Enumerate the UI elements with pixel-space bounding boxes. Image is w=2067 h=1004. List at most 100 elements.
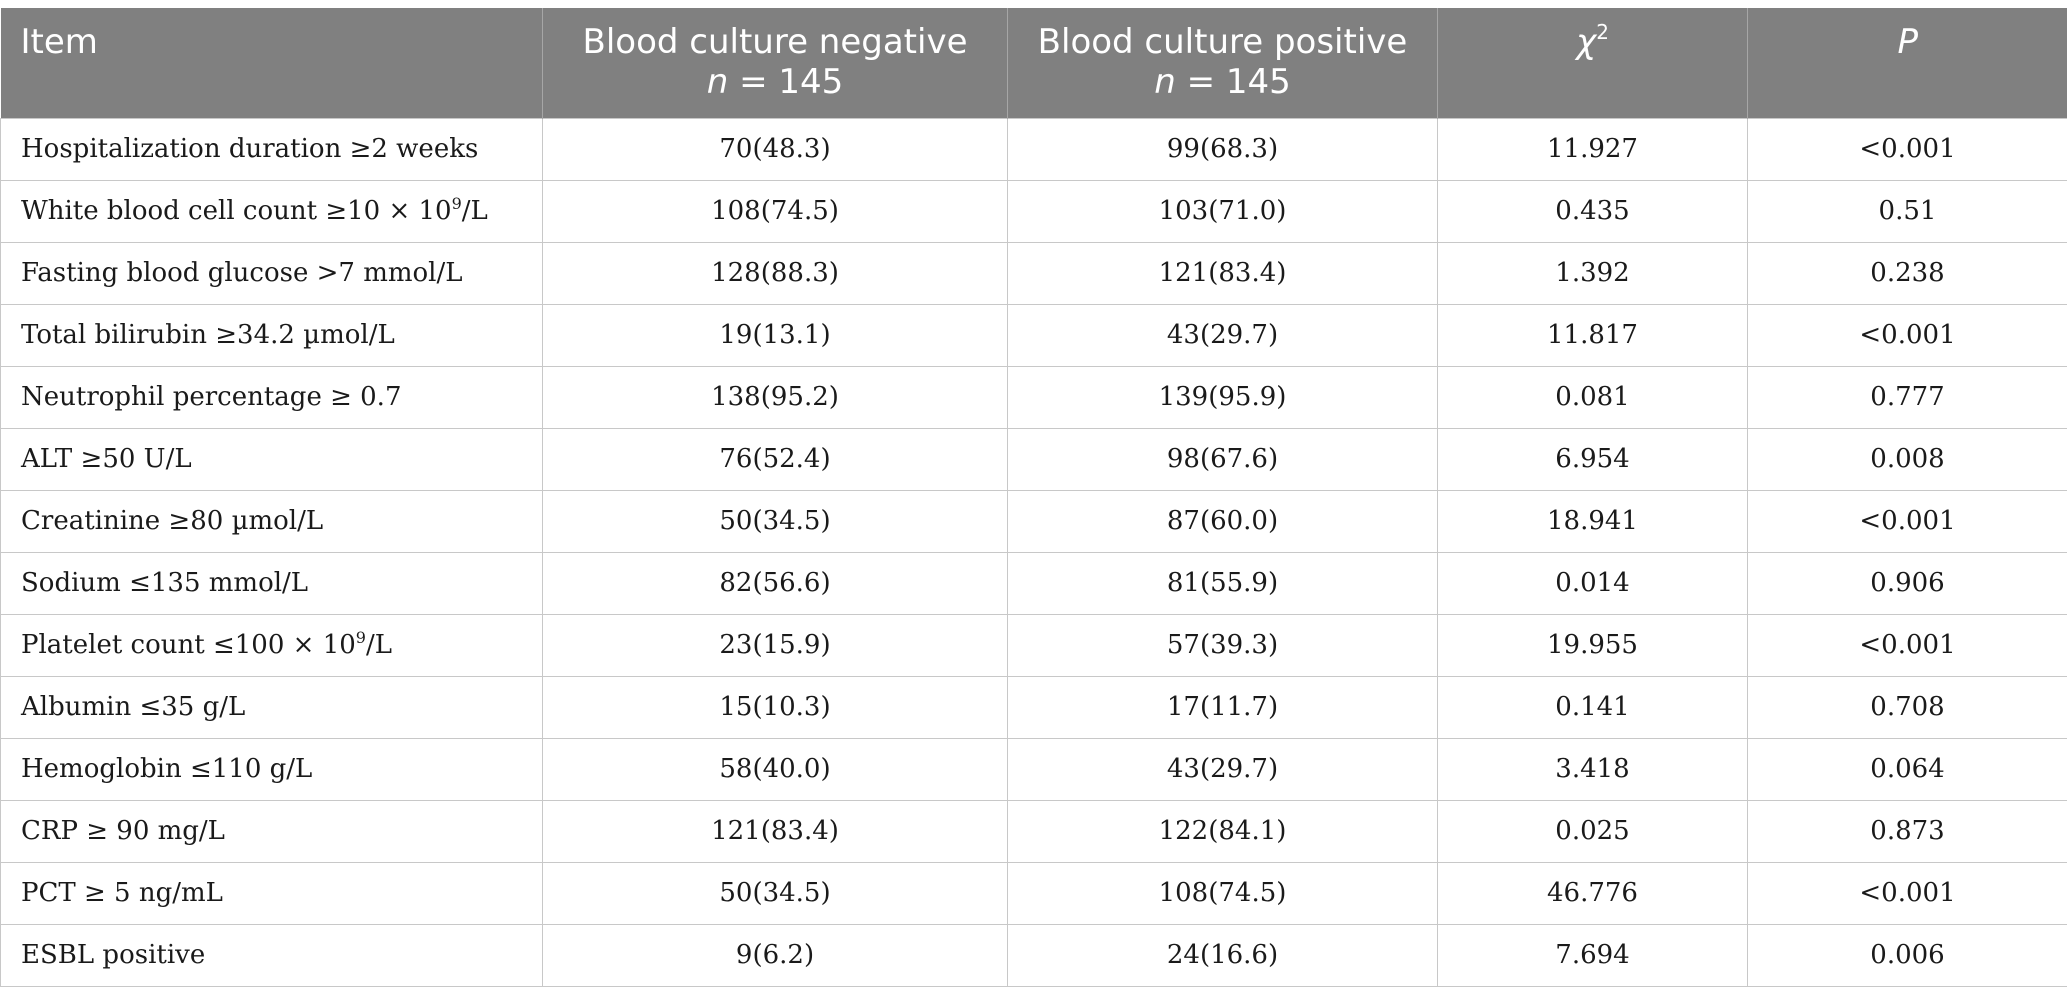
cell-item: Albumin ≤35 g/L: [0, 675, 543, 739]
cell-positive: 99(68.3): [1007, 117, 1438, 181]
cell-negative: 50(34.5): [542, 861, 1008, 925]
cell-negative: 58(40.0): [542, 737, 1008, 801]
cell-positive: 17(11.7): [1007, 675, 1438, 739]
header-chi-square: χ2: [1437, 8, 1748, 118]
table-row: CRP ≥ 90 mg/L 121(83.4) 122(84.1) 0.025 0.87…: [0, 799, 2067, 863]
cell-positive: 103(71.0): [1007, 179, 1438, 243]
header-item-label: Item: [20, 22, 98, 62]
cell-chi-square: 6.954: [1437, 427, 1748, 491]
cell-p-value: <0.001: [1747, 489, 2067, 553]
cell-positive: 24(16.6): [1007, 923, 1438, 987]
cell-item: PCT ≥ 5 ng/mL: [0, 861, 543, 925]
cell-item: Sodium ≤135 mmol/L: [0, 551, 543, 615]
cell-item: Creatinine ≥80 µmol/L: [0, 489, 543, 553]
header-positive-title: Blood culture positive: [1037, 22, 1408, 62]
cell-p-value: <0.001: [1747, 613, 2067, 677]
cell-chi-square: 18.941: [1437, 489, 1748, 553]
cell-chi-square: 11.927: [1437, 117, 1748, 181]
cell-p-value: 0.906: [1747, 551, 2067, 615]
cell-item: Fasting blood glucose >7 mmol/L: [0, 241, 543, 305]
cell-positive: 81(55.9): [1007, 551, 1438, 615]
table-row: Hospitalization duration ≥2 weeks 70(48.3…: [0, 117, 2067, 181]
cell-positive: 87(60.0): [1007, 489, 1438, 553]
cell-negative: 138(95.2): [542, 365, 1008, 429]
table-row: ESBL positive 9(6.2) 24(16.6) 7.694 0.006: [0, 923, 2067, 987]
header-blood-culture-negative: Blood culture negative n = 145: [542, 8, 1008, 118]
cell-negative: 70(48.3): [542, 117, 1008, 181]
cell-item: Platelet count ≤100 × 109/L: [0, 613, 543, 677]
cell-item: ESBL positive: [0, 923, 543, 987]
table-row: Neutrophil percentage ≥ 0.7 138(95.2) 139(…: [0, 365, 2067, 429]
cell-item-superscript: 9: [451, 194, 462, 213]
cell-negative: 50(34.5): [542, 489, 1008, 553]
cell-p-value: 0.708: [1747, 675, 2067, 739]
cell-negative: 23(15.9): [542, 613, 1008, 677]
header-p-label: P: [1897, 22, 1918, 62]
cell-chi-square: 0.141: [1437, 675, 1748, 739]
cell-chi-square: 7.694: [1437, 923, 1748, 987]
table-row: Hemoglobin ≤110 g/L 58(40.0) 43(29.7) 3.418…: [0, 737, 2067, 801]
table-row: White blood cell count ≥10 × 109/L 108(74…: [0, 179, 2067, 243]
table-row: Creatinine ≥80 µmol/L 50(34.5) 87(60.0) 18.…: [0, 489, 2067, 553]
cell-negative: 121(83.4): [542, 799, 1008, 863]
cell-p-value: 0.238: [1747, 241, 2067, 305]
table-row: Platelet count ≤100 × 109/L 23(15.9) 57(39…: [0, 613, 2067, 677]
header-negative-title: Blood culture negative: [582, 22, 968, 62]
cell-negative: 19(13.1): [542, 303, 1008, 367]
cell-item: Hemoglobin ≤110 g/L: [0, 737, 543, 801]
cell-chi-square: 11.817: [1437, 303, 1748, 367]
cell-positive: 139(95.9): [1007, 365, 1438, 429]
cell-positive: 98(67.6): [1007, 427, 1438, 491]
cell-chi-square: 1.392: [1437, 241, 1748, 305]
header-negative-n-label: n: [706, 62, 729, 102]
cell-negative: 76(52.4): [542, 427, 1008, 491]
cell-negative: 15(10.3): [542, 675, 1008, 739]
cell-p-value: <0.001: [1747, 303, 2067, 367]
cell-positive: 57(39.3): [1007, 613, 1438, 677]
cell-positive: 108(74.5): [1007, 861, 1438, 925]
cell-p-value: 0.51: [1747, 179, 2067, 243]
table-row: Albumin ≤35 g/L 15(10.3) 17(11.7) 0.141 0.70…: [0, 675, 2067, 739]
header-negative-n: n = 145: [559, 62, 991, 102]
table-header: Item Blood culture negative n = 145 Bloo…: [0, 8, 2067, 118]
cell-item: White blood cell count ≥10 × 109/L: [0, 179, 543, 243]
cell-item: Total bilirubin ≥34.2 µmol/L: [0, 303, 543, 367]
cell-p-value: 0.064: [1747, 737, 2067, 801]
cell-item-suffix: /L: [461, 196, 488, 226]
cell-chi-square: 0.014: [1437, 551, 1748, 615]
header-row: Item Blood culture negative n = 145 Bloo…: [0, 8, 2067, 118]
table-row: Sodium ≤135 mmol/L 82(56.6) 81(55.9) 0.014 0…: [0, 551, 2067, 615]
cell-p-value: 0.006: [1747, 923, 2067, 987]
header-negative-n-value: = 145: [728, 62, 844, 102]
cell-negative: 82(56.6): [542, 551, 1008, 615]
table-row: PCT ≥ 5 ng/mL 50(34.5) 108(74.5) 46.776 <0.0…: [0, 861, 2067, 925]
cell-negative: 128(88.3): [542, 241, 1008, 305]
cell-item-prefix: White blood cell count ≥10 × 10: [21, 196, 452, 226]
header-p-value: P: [1747, 8, 2067, 118]
data-table: Item Blood culture negative n = 145 Bloo…: [0, 8, 2067, 987]
cell-negative: 9(6.2): [542, 923, 1008, 987]
cell-p-value: 0.008: [1747, 427, 2067, 491]
cell-item-suffix: /L: [365, 630, 393, 660]
cell-positive: 43(29.7): [1007, 303, 1438, 367]
cell-negative: 108(74.5): [542, 179, 1008, 243]
cell-positive: 122(84.1): [1007, 799, 1438, 863]
header-chi-symbol: χ: [1576, 22, 1597, 62]
cell-chi-square: 0.435: [1437, 179, 1748, 243]
header-item: Item: [1, 8, 543, 118]
header-positive-n-label: n: [1154, 62, 1176, 102]
cell-item: CRP ≥ 90 mg/L: [0, 799, 543, 863]
header-positive-n-value: = 145: [1175, 62, 1291, 102]
table-row: Total bilirubin ≥34.2 µmol/L 19(13.1) 43(2…: [0, 303, 2067, 367]
cell-item: Neutrophil percentage ≥ 0.7: [0, 365, 543, 429]
cell-item: Hospitalization duration ≥2 weeks: [0, 117, 543, 181]
cell-p-value: 0.777: [1747, 365, 2067, 429]
cell-chi-square: 0.081: [1437, 365, 1748, 429]
header-blood-culture-positive: Blood culture positive n = 145: [1007, 8, 1438, 118]
cell-chi-square: 19.955: [1437, 613, 1748, 677]
table-row: Fasting blood glucose >7 mmol/L 128(88.3)…: [0, 241, 2067, 305]
header-positive-n: n = 145: [1024, 62, 1421, 102]
cell-item: ALT ≥50 U/L: [0, 427, 543, 491]
cell-item-superscript: 9: [355, 628, 366, 647]
cell-positive: 43(29.7): [1007, 737, 1438, 801]
